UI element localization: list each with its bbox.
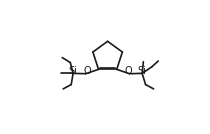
Text: Si: Si [138,66,147,76]
Text: Si: Si [69,66,77,76]
Text: O: O [84,66,91,76]
Text: O: O [124,66,132,76]
